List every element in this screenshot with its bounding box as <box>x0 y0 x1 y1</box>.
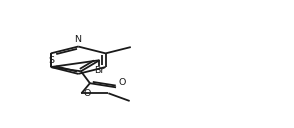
Text: N: N <box>74 35 81 44</box>
Text: O: O <box>84 89 91 98</box>
Text: Br: Br <box>94 66 105 75</box>
Text: S: S <box>49 56 55 65</box>
Text: O: O <box>118 78 126 87</box>
